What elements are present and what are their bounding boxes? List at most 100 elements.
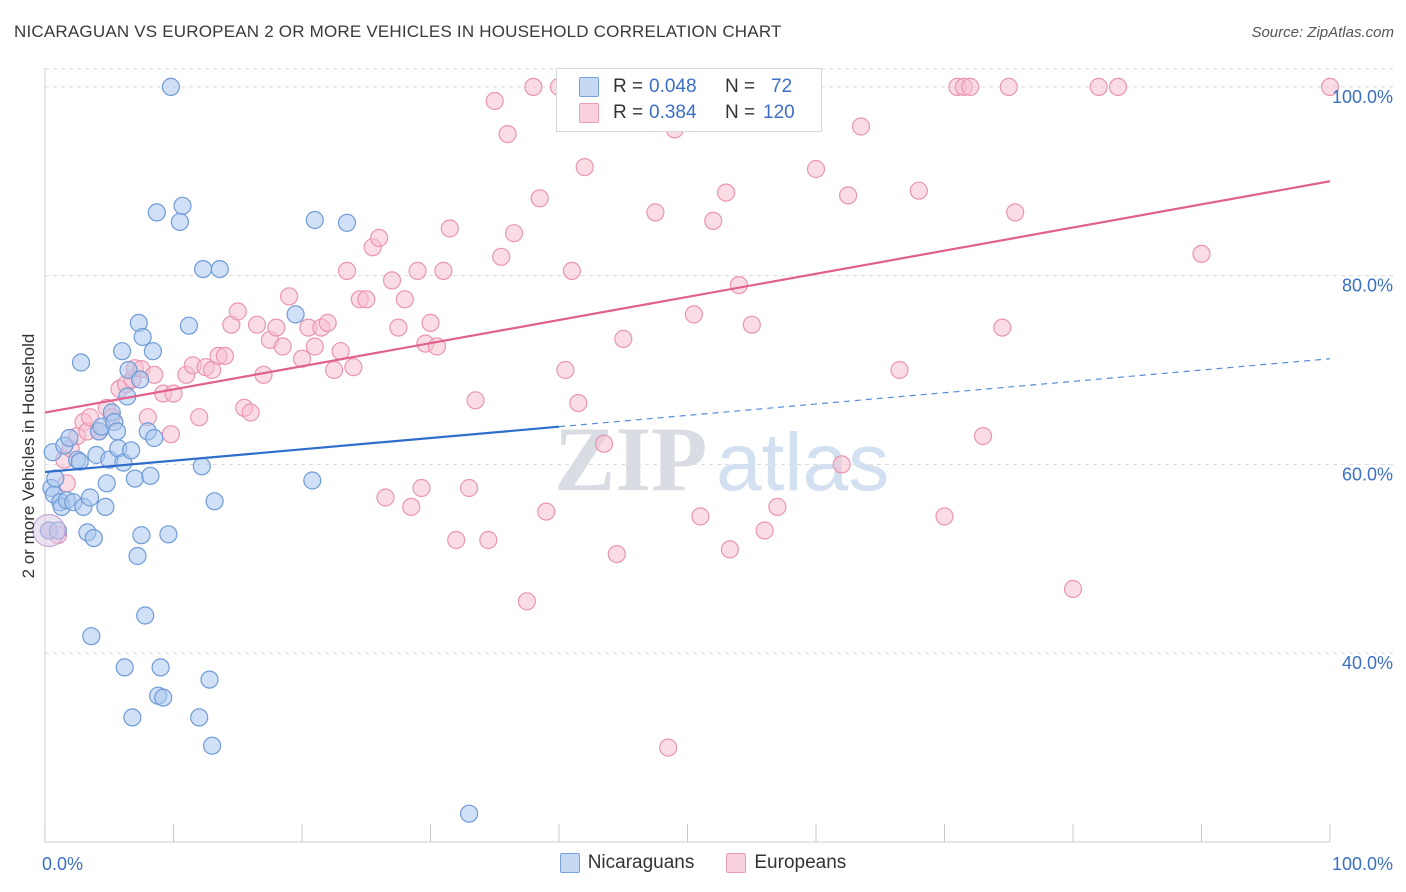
nicaraguan-point <box>70 452 89 471</box>
nicaraguan-point <box>132 526 151 545</box>
nicaraguan-point <box>151 658 170 677</box>
european-point <box>492 247 511 266</box>
european-point <box>1108 77 1128 97</box>
legend-n-label: N = <box>725 76 756 97</box>
european-point <box>382 271 402 290</box>
legend-r-value: 0.048 <box>649 76 697 97</box>
european-point <box>395 290 414 309</box>
watermark-zip: ZIP <box>554 408 707 510</box>
nicaraguan-point <box>123 708 142 727</box>
x-tick-label: 0.0% <box>42 854 83 874</box>
trend-lines <box>44 180 1331 474</box>
nicaraguan-point <box>84 528 103 548</box>
european-point <box>575 158 594 177</box>
nicaraguan-point <box>115 658 134 677</box>
european-point <box>594 434 614 453</box>
legend-r-value: 0.384 <box>649 102 697 123</box>
european-point <box>460 478 479 498</box>
nicaraguan-point <box>205 492 224 511</box>
european-point <box>851 117 871 136</box>
european-point <box>325 360 344 380</box>
grid-lines <box>45 68 1395 654</box>
nicaraguan-point <box>141 466 160 485</box>
nicaraguan-point <box>305 210 324 230</box>
nicaraguan-point <box>460 804 479 823</box>
nicaraguans-label: Nicaraguans <box>587 852 695 873</box>
european-point <box>973 427 993 446</box>
european-point <box>562 261 582 280</box>
european-point <box>742 315 761 334</box>
cluster-point <box>32 513 66 548</box>
european-trend-line <box>44 180 1331 414</box>
european-point <box>447 530 466 550</box>
nicaraguan-point <box>122 441 141 460</box>
y-axis-title: 2 or more Vehicles in Household <box>19 334 38 579</box>
european-point <box>659 738 678 757</box>
european-point <box>479 530 498 550</box>
european-point <box>1006 203 1025 222</box>
nicaraguan-point <box>107 422 127 441</box>
european-point <box>504 224 524 243</box>
european-point <box>691 507 710 526</box>
european-point <box>228 302 247 321</box>
nicaraguan-point <box>179 316 198 335</box>
nicaraguan-trend-extension <box>558 358 1331 428</box>
chart-title: NICARAGUAN VS EUROPEAN 2 OR MORE VEHICLE… <box>14 22 782 41</box>
european-point <box>704 211 723 230</box>
european-point <box>370 228 389 247</box>
european-point <box>1063 579 1083 599</box>
legend-n-value: 72 <box>771 76 793 97</box>
european-point <box>318 313 337 332</box>
european-point <box>569 394 588 413</box>
nicaraguan-point <box>303 471 322 490</box>
european-point <box>755 521 774 540</box>
nicaraguan-point <box>82 627 101 646</box>
european-point <box>729 276 749 295</box>
tick-labels: 40.0% 60.0% 80.0% 100.0% 0.0% 100.0% 2 or more… <box>19 87 1393 874</box>
nicaraguan-point <box>161 77 180 97</box>
european-point <box>241 403 260 422</box>
european-point <box>440 219 459 238</box>
nicaraguan-point <box>125 469 144 488</box>
european-point <box>720 540 740 559</box>
european-point <box>402 497 421 516</box>
nicaraguan-point <box>80 488 100 507</box>
european-point <box>161 425 180 444</box>
series-legend-europeans[interactable]: Europeans <box>726 852 846 874</box>
european-point <box>614 329 633 348</box>
european-point <box>890 360 909 380</box>
stats-legend: R = 0.048 N = 72 R = 0.384 N = 120 <box>556 68 822 132</box>
european-point <box>485 91 504 111</box>
european-point <box>556 360 575 380</box>
legend-swatch-europeans <box>579 103 599 123</box>
nicaraguan-point <box>190 708 209 727</box>
nicaraguan-point <box>145 428 164 448</box>
european-point <box>280 287 299 306</box>
european-point <box>1089 77 1108 97</box>
nicaraguan-point <box>128 546 147 566</box>
nicaraguan-point <box>60 428 79 448</box>
nicaraguan-point <box>136 606 155 625</box>
nicaraguan-point <box>173 196 192 215</box>
european-point <box>524 77 543 97</box>
watermark: ZIP atlas <box>554 408 889 510</box>
european-point <box>806 159 826 179</box>
y-tick-label: 40.0% <box>1342 653 1393 673</box>
european-point <box>517 592 537 611</box>
european-point <box>537 502 556 521</box>
european-point <box>999 77 1018 97</box>
europeans-swatch <box>726 853 747 873</box>
european-point <box>389 318 408 337</box>
european-point <box>421 313 440 332</box>
nicaraguan-point <box>200 670 219 689</box>
series-legend-nicaraguans[interactable]: Nicaraguans <box>559 852 695 874</box>
european-point <box>376 488 395 507</box>
european-point <box>357 290 376 309</box>
source-label: Source: ZipAtlas.com <box>1251 24 1394 41</box>
european-point <box>838 186 858 205</box>
nicaraguan-point <box>96 497 115 516</box>
nicaraguan-point <box>210 260 229 279</box>
nicaraguan-point <box>112 342 132 361</box>
series-legend: Nicaraguans Europeans <box>0 852 1406 874</box>
